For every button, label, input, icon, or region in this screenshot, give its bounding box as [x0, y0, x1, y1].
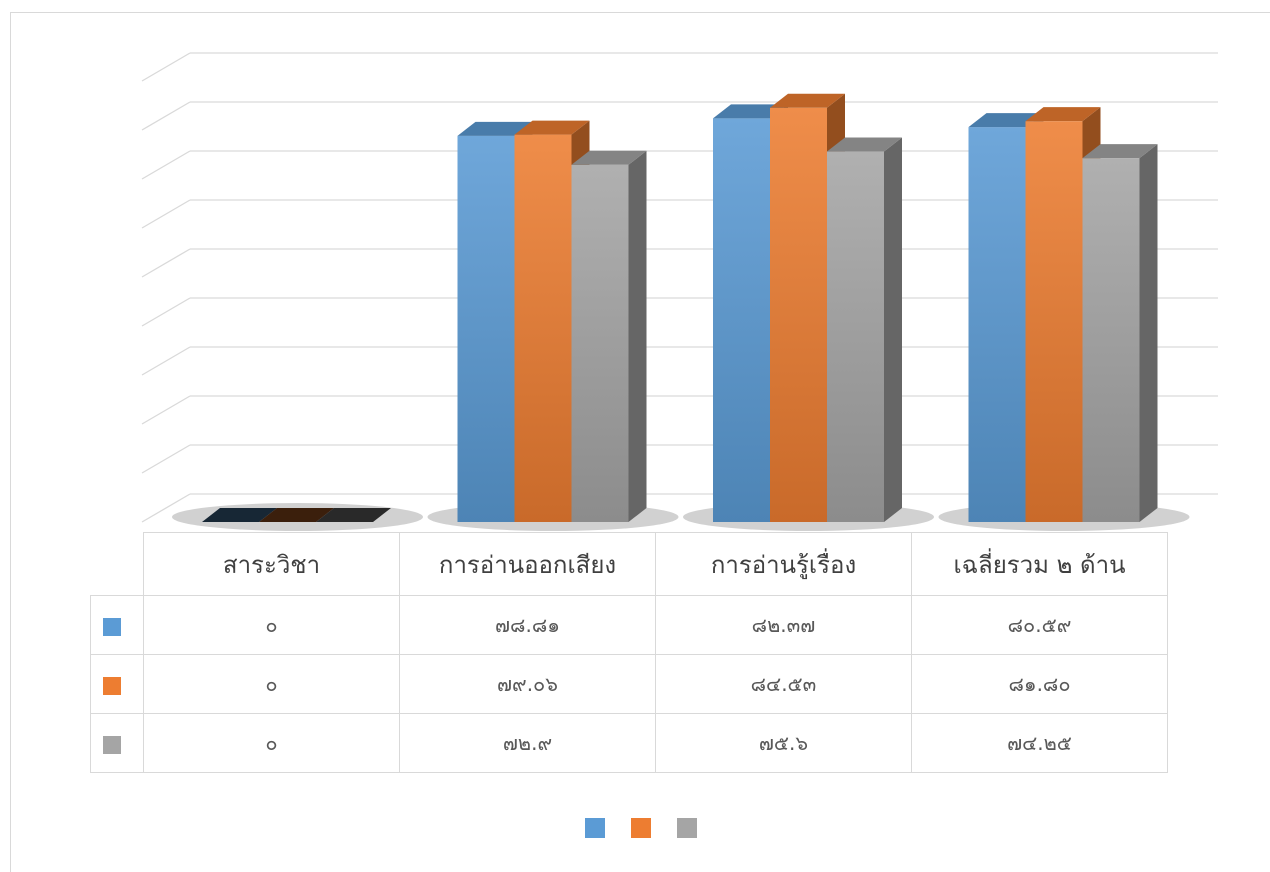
legend — [585, 818, 697, 842]
bar-front — [770, 107, 827, 522]
bar-side — [628, 150, 647, 523]
bar-front — [968, 127, 1026, 522]
series-key-cell — [90, 595, 144, 655]
bar-top — [713, 104, 788, 119]
bar-zero-0 — [202, 508, 277, 522]
bar-top — [1082, 144, 1158, 159]
bar-zero-2 — [316, 508, 391, 522]
series-key-cell — [90, 654, 144, 714]
series-row-2: ๐ ๗๙.๐๖ ๘๔.๕๓ ๘๑.๘๐ — [90, 654, 1168, 714]
bar-side — [1139, 144, 1158, 523]
series-row-1: ๐ ๗๘.๘๑ ๘๒.๓๗ ๘๐.๕๙ — [90, 595, 1168, 655]
bar-side — [884, 137, 902, 522]
bar-top — [770, 93, 845, 108]
category-label: การอ่านรู้เรื่อง — [655, 532, 912, 596]
bar-front — [457, 135, 515, 522]
data-value: ๘๑.๘๐ — [911, 654, 1168, 714]
data-table: สาระวิชา การอ่านออกเสียง การอ่านรู้เรื่อ… — [90, 532, 1168, 773]
legend-key-gray — [677, 818, 697, 838]
gridline-depth — [141, 52, 191, 82]
gridline-depth — [141, 248, 191, 278]
bar-front — [571, 164, 629, 523]
gridline-depth — [141, 297, 191, 327]
data-value: ๗๔.๒๕ — [911, 713, 1168, 773]
data-value: ๘๔.๕๓ — [655, 654, 912, 714]
bar-front — [514, 134, 572, 522]
series-key-orange — [103, 676, 121, 695]
bar-top — [514, 120, 590, 135]
series-key-gray — [103, 735, 121, 754]
gridline-depth — [141, 395, 191, 425]
data-value: ๘๐.๕๙ — [911, 595, 1168, 655]
bar-top — [457, 121, 533, 136]
bar-top — [968, 113, 1044, 128]
series-key-blue — [103, 617, 121, 636]
data-value: ๗๒.๙ — [399, 713, 656, 773]
bar-front — [1082, 158, 1140, 523]
gridline-depth — [141, 150, 191, 180]
bar-zero-1 — [259, 508, 334, 522]
bar-top — [1025, 107, 1101, 122]
legend-key-blue — [585, 818, 605, 838]
gridline-depth — [141, 444, 191, 474]
gridline-depth — [141, 493, 191, 523]
gridline-depth — [141, 199, 191, 229]
category-label: เฉลี่ยรวม ๒ ด้าน — [911, 532, 1168, 596]
bar-front — [1025, 121, 1083, 523]
data-value: ๐ — [143, 654, 400, 714]
gridline-depth — [141, 101, 191, 131]
data-table-header-row: สาระวิชา การอ่านออกเสียง การอ่านรู้เรื่อ… — [90, 532, 1168, 596]
series-key-cell — [90, 713, 144, 773]
series-row-3: ๐ ๗๒.๙ ๗๕.๖ ๗๔.๒๕ — [90, 713, 1168, 773]
bar-top — [571, 150, 647, 165]
data-value: ๗๘.๘๑ — [399, 595, 656, 655]
bar-front — [713, 118, 770, 523]
data-value: ๐ — [143, 595, 400, 655]
legend-key-orange — [631, 818, 651, 838]
plot-area — [141, 52, 1218, 531]
data-value: ๗๕.๖ — [655, 713, 912, 773]
bar-front — [827, 151, 884, 522]
chart-frame — [10, 12, 1270, 872]
bar-top — [827, 137, 902, 152]
data-value: ๐ — [143, 713, 400, 773]
data-value: ๗๙.๐๖ — [399, 654, 656, 714]
category-label: การอ่านออกเสียง — [399, 532, 656, 596]
category-label: สาระวิชา — [143, 532, 400, 596]
gridline-depth — [141, 346, 191, 376]
data-table-corner — [90, 532, 144, 596]
data-value: ๘๒.๓๗ — [655, 595, 912, 655]
